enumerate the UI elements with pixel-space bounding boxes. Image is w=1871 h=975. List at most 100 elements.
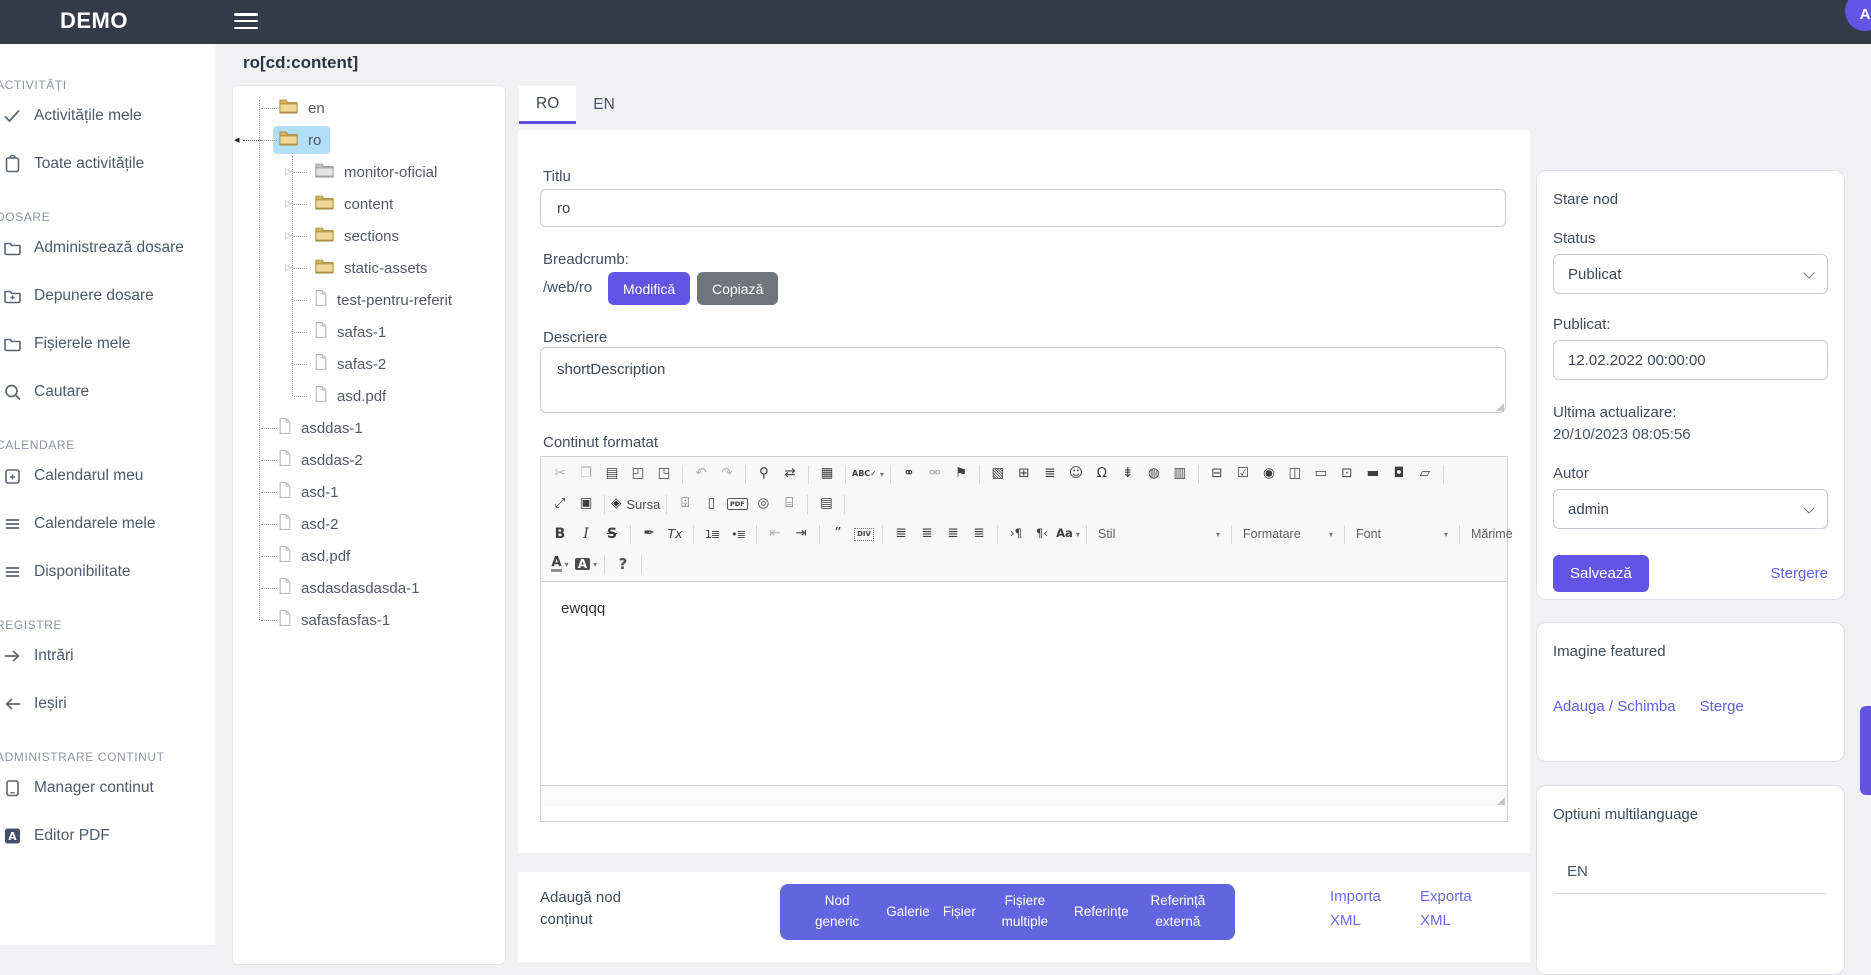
tree-node-monitor-oficial[interactable]: monitor-oficial <box>309 158 446 186</box>
replace-icon[interactable]: ⇄ <box>778 462 802 486</box>
numbered-list-icon[interactable]: 1≣ <box>700 522 724 546</box>
stergere-link[interactable]: Stergere <box>1770 565 1828 582</box>
formatare-dropdown[interactable]: Formatare ▾ <box>1237 523 1339 545</box>
descriere-textarea[interactable]: shortDescription <box>540 347 1506 413</box>
bg-color-icon[interactable]: A ▾ <box>574 552 598 576</box>
bold-icon[interactable]: B <box>548 522 572 546</box>
iframe-icon[interactable]: ◍ <box>1142 462 1166 486</box>
bidi-ltr-icon[interactable]: ›¶ <box>1004 522 1028 546</box>
sidebar-item-calendarele-mele[interactable]: Calendarele mele <box>0 500 215 548</box>
align-right-icon[interactable]: ≣ <box>941 522 965 546</box>
editor-resize-handle[interactable] <box>1497 797 1505 805</box>
editor-content-area[interactable]: ewqqq <box>561 600 606 617</box>
sidebar-item-cautare[interactable]: Cautare <box>0 368 215 416</box>
about-icon[interactable]: ? <box>611 552 635 576</box>
text-field-icon[interactable]: ◫ <box>1283 462 1307 486</box>
horizontal-rule-icon[interactable]: ≣ <box>1038 462 1062 486</box>
salveaza-button[interactable]: Salvează <box>1553 555 1649 592</box>
tree-node-asdasdasdasda-1[interactable]: asdasdasdasda-1 <box>273 574 428 602</box>
tree-node-safas-2[interactable]: safas-2 <box>309 350 395 378</box>
tree-expander-icon[interactable]: ▷ <box>285 231 292 241</box>
align-left-icon[interactable]: ≣ <box>889 522 913 546</box>
table-icon[interactable]: ⊞ <box>1012 462 1036 486</box>
tree-expander-icon[interactable]: ▷ <box>285 167 292 177</box>
align-justify-icon[interactable]: ≣ <box>967 522 991 546</box>
sidebar-item-fisierele-mele[interactable]: Fișierele mele <box>0 320 215 368</box>
maximize-icon[interactable]: ⤢ <box>548 492 572 516</box>
user-avatar[interactable]: A <box>1845 0 1871 31</box>
blockquote-icon[interactable]: ” <box>826 522 850 546</box>
anchor-icon[interactable]: ⚑ <box>949 462 973 486</box>
tree-node-content[interactable]: content <box>309 190 402 218</box>
language-icon[interactable]: Aa ▾ <box>1056 522 1080 546</box>
paste-icon[interactable]: ▤ <box>600 462 624 486</box>
page-break-icon[interactable]: ⇟ <box>1116 462 1140 486</box>
tree-node-asd-pdf[interactable]: asd.pdf <box>273 542 359 570</box>
tree-node-static-assets[interactable]: static-assets <box>309 254 436 282</box>
tree-node-en[interactable]: en <box>273 94 334 122</box>
tree-node-ro[interactable]: ro <box>273 126 331 154</box>
select-field-icon[interactable]: ⊡ <box>1335 462 1359 486</box>
div-icon[interactable]: DIV <box>852 522 876 546</box>
sidebar-item-intrari[interactable]: Intrări <box>0 632 215 680</box>
find-icon[interactable]: ⚲ <box>752 462 776 486</box>
new-page-icon[interactable]: ▯ <box>699 492 723 516</box>
publicat-date-input[interactable]: 12.02.2022 00:00:00 <box>1553 340 1828 380</box>
link-icon[interactable]: ⚭ <box>897 462 921 486</box>
status-select[interactable]: Publicat <box>1553 254 1828 294</box>
sterge-link[interactable]: Sterge <box>1699 698 1744 715</box>
tree-node-asd-1[interactable]: asd-1 <box>273 478 348 506</box>
tree-node-asddas-1[interactable]: asddas-1 <box>273 414 372 442</box>
sidebar-item-editor-pdf[interactable]: A Editor PDF <box>0 812 215 860</box>
sidebar-item-calendarul-meu[interactable]: Calendarul meu <box>0 452 215 500</box>
tab-ro[interactable]: RO <box>519 86 577 124</box>
copy-formatting-icon[interactable]: ✒ <box>637 522 661 546</box>
scrollbar-thumb[interactable] <box>1860 706 1871 795</box>
textarea-icon[interactable]: ▭ <box>1309 462 1333 486</box>
remove-format-icon[interactable]: Tx <box>663 522 687 546</box>
form-icon[interactable]: ⊟ <box>1205 462 1229 486</box>
align-center-icon[interactable]: ≣ <box>915 522 939 546</box>
exporta-xml-link[interactable]: Exporta XML <box>1420 888 1472 929</box>
add-node-button-fisiere-multiple[interactable]: Fișiere multiple <box>1001 893 1049 929</box>
indent-icon[interactable]: ⇥ <box>789 522 813 546</box>
tree-node-test-pentru-referit[interactable]: test-pentru-referit <box>309 286 461 314</box>
export-pdf-icon[interactable]: PDF <box>725 492 749 516</box>
spellcheck-icon[interactable]: ABC✓ ▾ <box>852 462 884 486</box>
sidebar-item-toate-activitatile[interactable]: Toate activitățile <box>0 140 215 188</box>
print-icon[interactable]: ⌸ <box>777 492 801 516</box>
sidebar-item-activitatile-mele[interactable]: Activitățile mele <box>0 92 215 140</box>
sidebar-item-administreaza-dosare[interactable]: Administrează dosare <box>0 224 215 272</box>
radio-icon[interactable]: ◉ <box>1257 462 1281 486</box>
save-icon[interactable]: ⌹ <box>673 492 697 516</box>
textarea-resize-handle[interactable] <box>1496 403 1504 411</box>
smiley-icon[interactable]: ☺ <box>1064 462 1088 486</box>
sidebar-item-manager-continut[interactable]: Manager continut <box>0 764 215 812</box>
tab-en[interactable]: EN <box>593 96 615 113</box>
paste-word-icon[interactable]: ◳ <box>652 462 676 486</box>
hidden-field-icon[interactable]: ▱ <box>1413 462 1437 486</box>
sidebar-item-depunere-dosare[interactable]: Depunere dosare <box>0 272 215 320</box>
show-blocks-icon[interactable]: ▣ <box>574 492 598 516</box>
tree-expander-icon[interactable]: ▷ <box>285 199 292 209</box>
tree-node-asddas-2[interactable]: asddas-2 <box>273 446 372 474</box>
adauga-schimba-link[interactable]: Adauga / Schimba <box>1553 698 1676 715</box>
tree-node-sections[interactable]: sections <box>309 222 408 250</box>
add-node-button-fisier[interactable]: Fișier <box>942 903 976 919</box>
templates-doc-icon[interactable]: ▤ <box>814 492 838 516</box>
bulleted-list-icon[interactable]: •≣ <box>726 522 750 546</box>
image-icon[interactable]: ▧ <box>986 462 1010 486</box>
strike-icon[interactable]: S <box>600 522 624 546</box>
tree-node-asd-2[interactable]: asd-2 <box>273 510 348 538</box>
sidebar-item-iesiri[interactable]: Ieșiri <box>0 680 215 728</box>
tree-node-safasfasfas-1[interactable]: safasfasfas-1 <box>273 606 399 634</box>
tree-node-asd-pdf[interactable]: asd.pdf <box>309 382 395 410</box>
copiaza-button[interactable]: Copiază <box>697 272 779 305</box>
button-icon[interactable]: ▬ <box>1361 462 1385 486</box>
font-dropdown[interactable]: Font ▾ <box>1350 523 1454 545</box>
modifica-button[interactable]: Modifică <box>608 272 691 305</box>
source-icon[interactable]: ◈ Sursa <box>611 492 660 516</box>
hamburger-menu-icon[interactable] <box>234 13 258 31</box>
checkbox-icon[interactable]: ☑ <box>1231 462 1255 486</box>
special-char-icon[interactable]: Ω <box>1090 462 1114 486</box>
